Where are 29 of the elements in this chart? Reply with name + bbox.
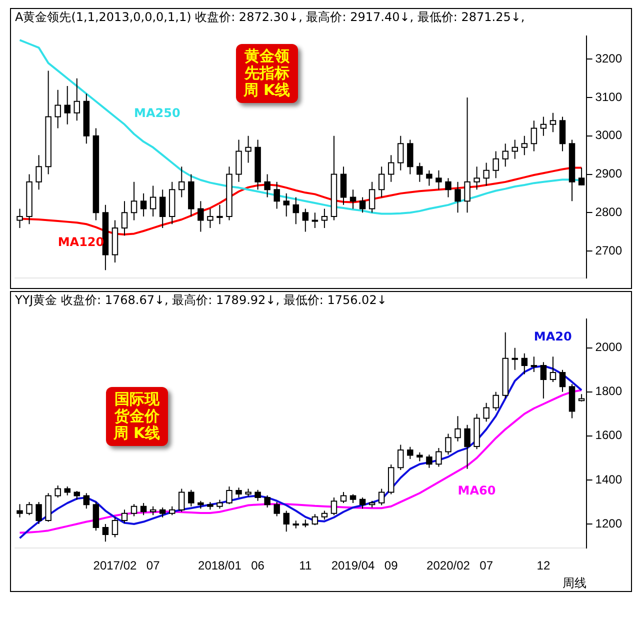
y-tick-label: 3100 [595, 90, 622, 104]
x-tick-label: 11 [299, 558, 312, 573]
y-tick-label: 2700 [595, 243, 622, 258]
series-label: MA20 [534, 329, 572, 344]
series-label: MA60 [458, 483, 496, 498]
x-tick-label: 06 [251, 558, 265, 573]
chart-title: A黄金领先(1,1,2013,0,0,0,1,1) 收盘价: 2872.30↓, 最高价: 2917.40↓, 最低价: 2871.25↓, [14, 9, 526, 26]
y-tick-label: 1400 [595, 472, 622, 486]
series-label: MA250 [134, 106, 180, 120]
x-tick-label: 2020/02 [426, 558, 470, 573]
y-tick-label: 1600 [595, 428, 622, 442]
y-tick-label: 3000 [595, 128, 622, 142]
y-tick-label: 2800 [595, 204, 622, 219]
x-tick-label: 07 [480, 558, 494, 573]
y-tick-label: 2900 [595, 166, 622, 181]
x-tick-label: 2017/02 [93, 558, 137, 573]
annotation: 黄金领先指标周 K线 [236, 44, 298, 103]
x-tick-label: 12 [536, 558, 550, 573]
y-tick-label: 1200 [595, 516, 622, 530]
chart-title: YYJ黄金 收盘价: 1768.67↓, 最高价: 1789.92↓, 最低价: 1756.02↓ [14, 292, 388, 309]
y-tick-label: 1800 [595, 384, 622, 398]
x-tick-label: 2019/04 [331, 558, 376, 573]
x-axis-title: 周线 [562, 576, 586, 590]
y-tick-label: 2000 [595, 340, 622, 354]
x-tick-label: 2018/01 [198, 558, 242, 573]
y-tick-label: 3200 [595, 52, 622, 66]
x-tick-label: 07 [146, 558, 160, 573]
x-tick-label: 09 [384, 558, 398, 573]
annotation: 国际现货金价周 K线 [106, 387, 168, 446]
